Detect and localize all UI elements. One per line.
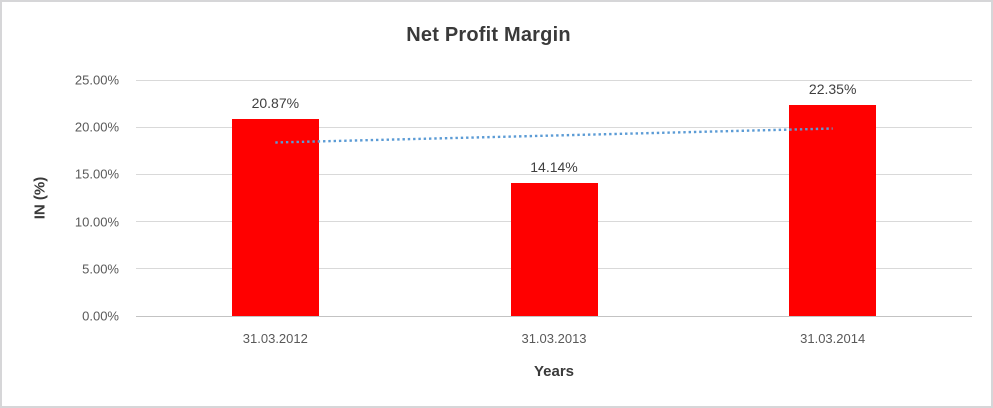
bar [231,119,319,316]
bar-value-label: 14.14% [530,158,578,175]
gridline [136,79,972,81]
x-axis-line [136,315,972,317]
plot-area: 20.87% 14.14% 22.35% [136,79,972,317]
trendline [275,127,833,144]
gridline [136,173,972,175]
trendline-layer [275,127,833,144]
bar [510,182,598,316]
y-axis-tick-labels: 25.00% 20.00% 15.00% 10.00% 5.00% 0.00% [2,2,119,406]
y-tick-label: 5.00% [82,261,119,277]
y-tick-label: 20.00% [74,119,119,135]
x-axis-tick-labels: 31.03.2012 31.03.2013 31.03.2014 [136,331,972,349]
y-tick-label: 25.00% [74,72,119,88]
x-axis-title: Years [533,363,575,380]
gridline [136,126,972,128]
y-tick-label: 10.00% [74,214,119,230]
chart-title: Net Profit Margin [406,24,571,46]
x-tick-label: 31.03.2013 [521,331,587,346]
x-tick-label: 31.03.2012 [242,331,308,346]
x-tick-label: 31.03.2014 [800,331,866,346]
bar-value-label: 22.35% [808,81,857,98]
bar [789,105,877,316]
y-tick-label: 0.00% [82,308,119,324]
bar-value-label: 20.87% [251,95,300,111]
y-tick-label: 15.00% [74,166,119,182]
